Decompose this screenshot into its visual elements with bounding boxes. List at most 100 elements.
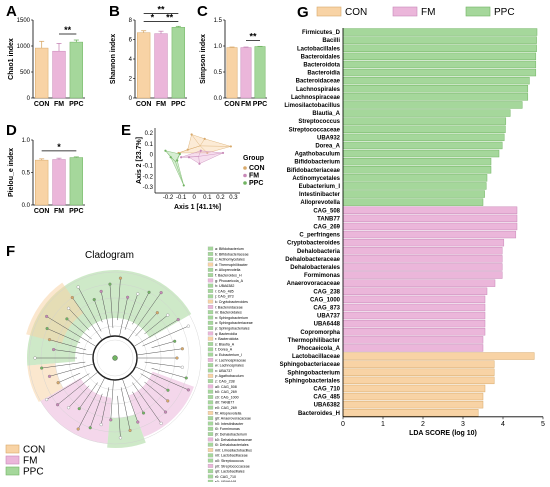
legend-label-fm: FM (23, 456, 37, 467)
cladogram-list-item: w: Lachnospirales (215, 364, 244, 368)
legend-swatch-ppc (465, 6, 491, 17)
y-tick-label: 0 (150, 153, 154, 159)
lda-bar-fm (342, 279, 496, 287)
tree-node (147, 290, 151, 294)
lda-feature-label: Eubacterium_I (299, 184, 341, 190)
cladogram-list-item: c0: CAG_1000 (215, 395, 239, 399)
cladogram-list-swatch (207, 310, 214, 315)
tree-branch (135, 366, 189, 391)
tree-node (118, 276, 123, 280)
lda-bar-con (342, 384, 486, 393)
cladogram-list-swatch (207, 442, 214, 447)
tree-branch (132, 292, 150, 325)
bar-con (226, 47, 238, 99)
lda-feature-label: Lactobacillales (297, 46, 341, 52)
centroid-spoke (175, 153, 181, 162)
y-axis-label: Chao1 index (8, 38, 15, 80)
lda-feature-label: Streptococcaceae (289, 127, 341, 133)
lda-bar-fm (342, 287, 488, 295)
cladogram-list-swatch (207, 305, 214, 309)
cladogram-list-item: n: Sphingobacterium (215, 316, 248, 320)
cladogram-list-item: r: Bacteroidota (215, 337, 238, 341)
y-tick-label: 1.0 (214, 44, 223, 50)
lda-feature-label: Bacteroidaceae (296, 79, 341, 85)
tree-branch (144, 381, 168, 402)
cladogram-list-swatch (207, 352, 214, 357)
tree-branch (46, 373, 90, 400)
tree-node (67, 406, 71, 410)
lda-feature-label: Streptococcus (298, 119, 340, 125)
panel-letter: A (6, 3, 17, 20)
x-tick-label-con: CON (34, 101, 50, 108)
cladogram-list-item: n0: Lactobacillaceae (215, 454, 248, 458)
cladogram-list-item: o: Sphingobacteriaceae (215, 321, 253, 325)
x-tick-label: 4 (501, 421, 505, 428)
lda-bar-ppc (342, 93, 529, 101)
tree-branch (129, 373, 166, 413)
lda-feature-label: CAG_485 (313, 395, 340, 401)
legend-label-fm: FM (421, 7, 435, 18)
cladogram-list-item: l0: Dehalobacteriales (215, 443, 249, 447)
bar-fm (154, 33, 168, 99)
y-tick-label: -0.1 (143, 163, 154, 169)
tree-node (108, 282, 112, 286)
tree-branch (41, 361, 86, 369)
x-tick-label-fm: FM (54, 101, 64, 108)
cladogram-list-item: g: Phocaeicola_A (215, 279, 244, 283)
point-fm (221, 151, 225, 155)
x-tick-label: 2 (421, 421, 425, 428)
tree-branch (119, 297, 128, 337)
lda-feature-label: Dehalobacteria (297, 249, 341, 255)
x-tick-label: 5 (541, 421, 545, 428)
y-tick-label: 0.2 (145, 131, 154, 137)
tree-branch (122, 378, 139, 423)
cladogram-list-swatch (207, 289, 214, 293)
lda-feature-label: Blautia_A (312, 111, 340, 117)
y-tick-label: 0.0 (22, 203, 31, 209)
tree-node (67, 306, 71, 310)
y-tick-label: 1000 (17, 44, 31, 50)
tree-node (40, 366, 44, 370)
legend-label-con: CON (249, 165, 265, 172)
cladogram-list-item: b: Bifidobacteriaceae (215, 252, 249, 256)
lda-bar-fm (342, 255, 503, 263)
cladogram-list-swatch (207, 246, 214, 251)
lda-feature-label: Bacteroides_H (298, 411, 340, 417)
y-tick-label: 1500 (17, 18, 31, 24)
lda-feature-label: Alloprevotella (300, 200, 340, 206)
tree-node (166, 399, 170, 403)
cladogram-list-item: f0: Alloprevotella (215, 411, 241, 415)
cladogram-list-item: e: Alloprevotella (215, 268, 240, 272)
centroid-spoke (175, 161, 184, 186)
bar-fm (52, 159, 66, 206)
cladogram-list-item: d: Thermophilibacter (215, 263, 248, 267)
lda-feature-label: UBA932 (317, 135, 341, 141)
tree-branch (89, 393, 103, 428)
tree-branch (133, 319, 179, 347)
centroid-spoke (198, 156, 200, 164)
tree-node (47, 374, 52, 378)
clade-sector-fm (128, 371, 194, 437)
panel-letter: B (109, 3, 120, 20)
lda-feature-label: Anaerovoracaceae (287, 281, 341, 287)
tree-node (99, 289, 103, 293)
cladogram-list-item: q0: Lactobacillales (215, 470, 245, 474)
tree-branch (94, 299, 103, 323)
tree-branch (100, 291, 111, 337)
legend-label-con: CON (23, 445, 45, 456)
significance-marker: ** (157, 4, 165, 14)
point-con (186, 148, 189, 151)
lda-feature-label: CAG_1000 (310, 297, 341, 303)
lda-feature-label: Sphingobacteriales (285, 378, 341, 384)
lda-bar-fm (342, 271, 503, 279)
lda-feature-label: CAG_508 (313, 208, 340, 214)
point-fm (198, 162, 201, 165)
lda-bar-ppc (342, 149, 500, 158)
cladogram-list-item: m: Bacteroidales (215, 311, 242, 315)
tree-node (109, 418, 113, 422)
tree-node (45, 326, 49, 331)
cladogram-list-swatch (207, 299, 214, 304)
tree-node (180, 365, 184, 369)
tree-node (175, 356, 179, 360)
lda-feature-label: UBA737 (317, 314, 341, 320)
